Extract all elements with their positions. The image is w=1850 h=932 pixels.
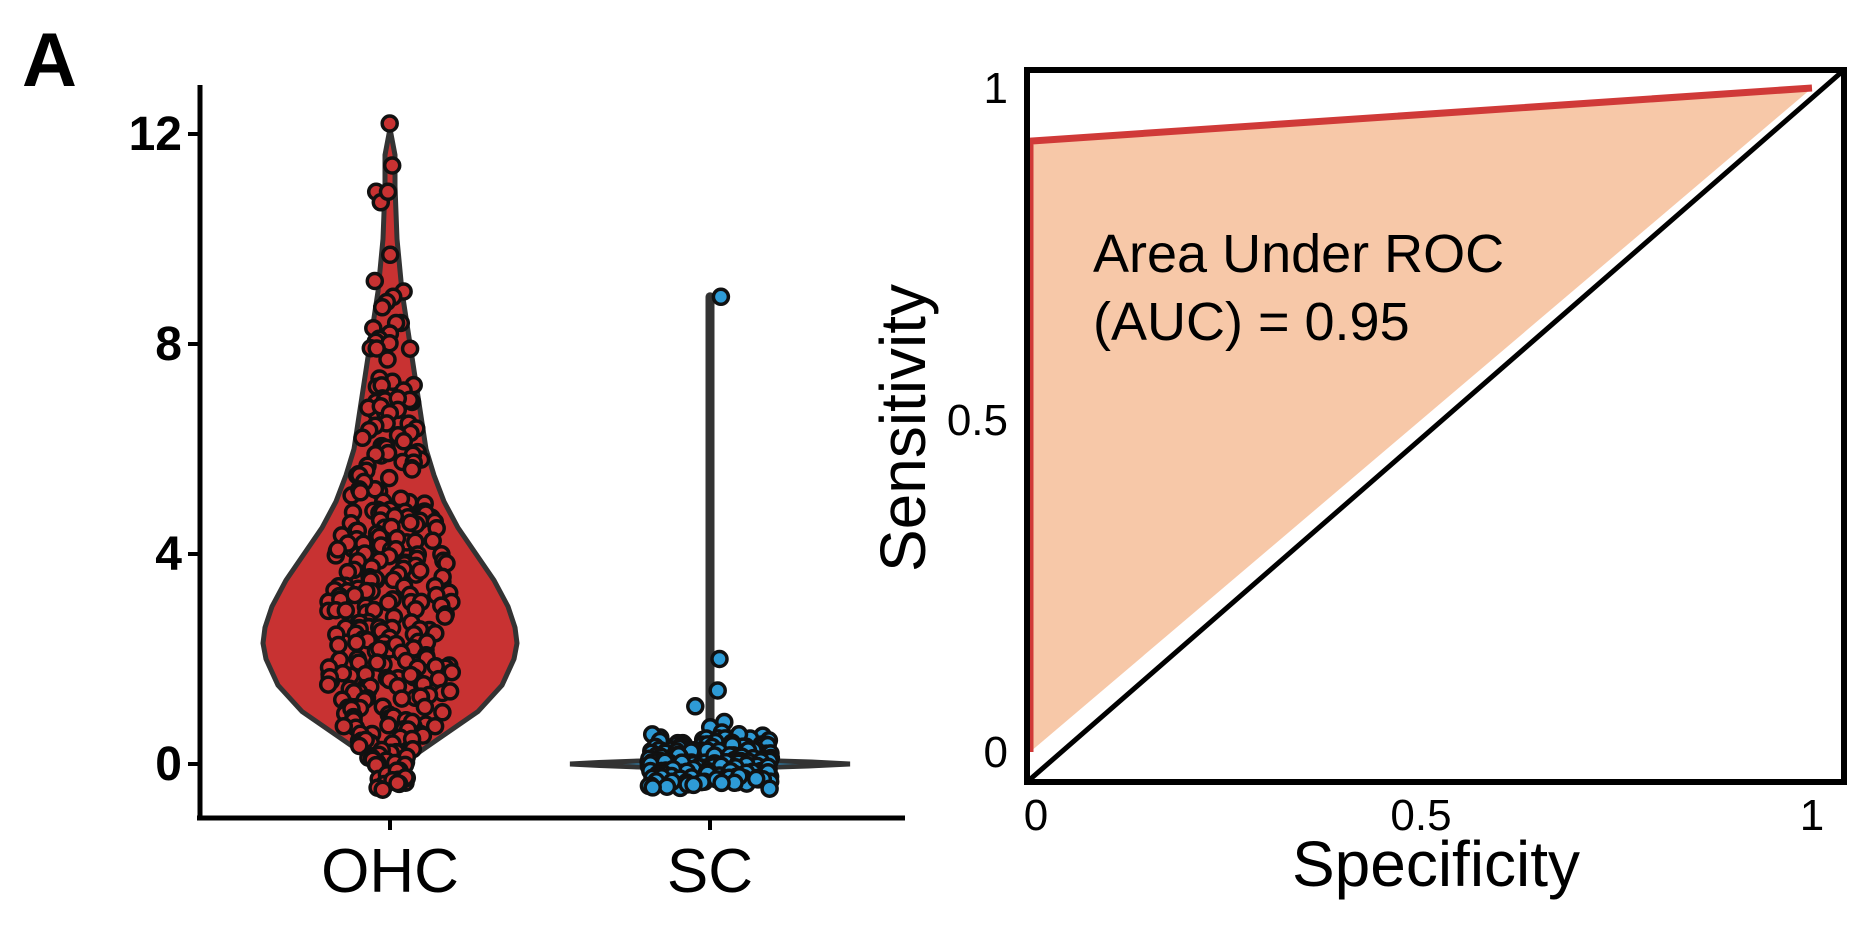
- data-point-ohc: [353, 428, 372, 448]
- data-point-ohc: [380, 114, 399, 133]
- data-point-ohc: [367, 339, 386, 358]
- data-point-ohc: [392, 689, 412, 708]
- data-point-sc: [710, 649, 729, 669]
- data-point-ohc: [440, 682, 460, 701]
- data-point-sc: [746, 769, 766, 789]
- roc-y-tick-label: 0: [984, 728, 1008, 777]
- violin-x-tick-label: SC: [667, 837, 753, 906]
- roc-y-tick-label: 0.5: [947, 396, 1008, 445]
- data-point-ohc: [423, 531, 442, 551]
- roc-plot-frame: [1024, 67, 1847, 785]
- violin-y-tick-label: 12: [129, 108, 182, 161]
- data-point-ohc: [379, 468, 399, 488]
- roc-chart: 0 0.5 1 00.51 Specificity Sensitivity Area…: [867, 64, 1847, 900]
- roc-x-axis-title: Specificity: [1292, 828, 1580, 900]
- violin-y-tick-label: 8: [155, 318, 182, 371]
- data-point-sc: [684, 775, 703, 795]
- data-point-ohc: [365, 271, 385, 291]
- roc-x-tick-label: 1: [1800, 791, 1824, 840]
- data-point-ohc: [400, 339, 420, 358]
- data-point-ohc: [401, 513, 420, 532]
- data-point-ohc: [435, 607, 455, 626]
- violin-axes: [197, 85, 905, 821]
- data-point-ohc: [401, 665, 420, 685]
- data-point-ohc: [373, 780, 392, 799]
- data-point-sc: [760, 779, 779, 798]
- data-point-ohc: [402, 460, 422, 479]
- data-point-ohc: [328, 540, 347, 559]
- data-point-sc: [686, 697, 705, 716]
- roc-y-tick-label: 1: [984, 64, 1008, 113]
- data-point-sc: [708, 681, 727, 700]
- roc-reference-line: [1025, 68, 1846, 784]
- data-point-ohc: [350, 736, 369, 756]
- roc-y-axis-title: Sensitivity: [867, 284, 939, 572]
- roc-x-tick-label: 0.5: [1390, 791, 1451, 840]
- data-point-ohc: [318, 675, 338, 694]
- violin-y-ticks: 0 4 8 12: [129, 108, 200, 791]
- data-point-ohc: [336, 601, 356, 620]
- data-point-ohc: [410, 561, 430, 580]
- violin-y-tick-label: 4: [155, 528, 182, 581]
- data-point-sc: [643, 778, 662, 797]
- data-point-ohc: [388, 773, 407, 793]
- data-point-ohc: [394, 432, 414, 451]
- auc-area: [1030, 88, 1812, 752]
- data-point-ohc: [382, 156, 402, 175]
- data-point-ohc: [433, 703, 452, 722]
- data-point-ohc: [378, 350, 397, 369]
- violin-x-tick-label: OHC: [321, 837, 459, 906]
- data-point-ohc: [347, 633, 366, 653]
- data-point-ohc: [351, 483, 370, 502]
- auc-annotation-line-2: (AUC) = 0.95: [1093, 292, 1410, 352]
- data-point-ohc: [334, 716, 354, 736]
- data-point-ohc: [378, 182, 398, 202]
- data-point-sc: [711, 287, 731, 307]
- roc-x-ticks: 0 0.5 1: [1024, 791, 1824, 840]
- violin-chart: 0 4 8 12 OHC SC: [129, 85, 905, 906]
- data-point-ohc: [415, 697, 435, 717]
- auc-annotation-line-1: Area Under ROC: [1093, 224, 1504, 284]
- data-point-ohc: [380, 245, 400, 265]
- roc-x-tick-label: 0: [1024, 791, 1048, 840]
- data-point-ohc: [372, 298, 392, 317]
- data-point-ohc: [425, 716, 445, 736]
- data-point-ohc: [329, 635, 348, 655]
- data-point-ohc: [367, 653, 387, 672]
- data-point-sc: [712, 773, 731, 793]
- violin-y-tick-label: 0: [155, 738, 182, 791]
- violin-x-ticks: OHC SC: [321, 818, 753, 906]
- violin-points: [318, 114, 781, 799]
- panel-label: A: [22, 18, 77, 103]
- data-point-ohc: [379, 716, 398, 735]
- roc-y-ticks: 00.51: [947, 64, 1008, 777]
